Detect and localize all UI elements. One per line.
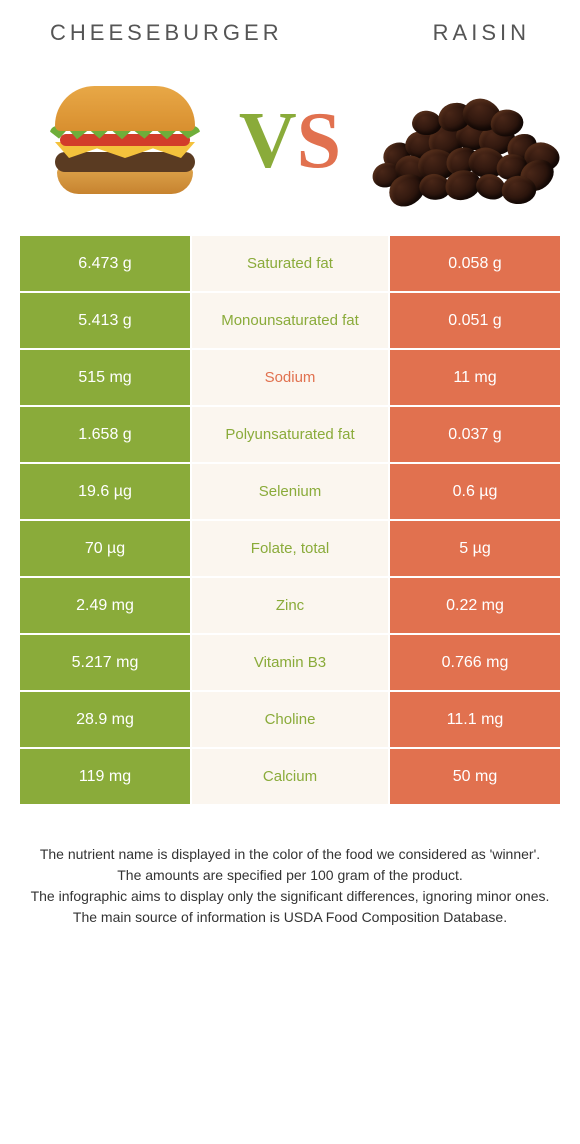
nutrient-name: Selenium — [192, 464, 388, 519]
left-value: 2.49 mg — [20, 578, 190, 633]
footer-notes: The nutrient name is displayed in the co… — [20, 844, 560, 928]
nutrient-name: Choline — [192, 692, 388, 747]
right-value: 11.1 mg — [390, 692, 560, 747]
left-value: 5.217 mg — [20, 635, 190, 690]
nutrient-name: Vitamin B3 — [192, 635, 388, 690]
vs-row: VS — [20, 56, 560, 236]
footer-line: The amounts are specified per 100 gram o… — [30, 865, 550, 886]
left-food-image — [25, 71, 225, 211]
nutrient-name: Zinc — [192, 578, 388, 633]
left-value: 6.473 g — [20, 236, 190, 291]
left-value: 1.658 g — [20, 407, 190, 462]
table-row: 5.413 gMonounsaturated fat0.051 g — [20, 293, 560, 348]
nutrient-name: Saturated fat — [192, 236, 388, 291]
right-value: 0.766 mg — [390, 635, 560, 690]
table-row: 28.9 mgCholine11.1 mg — [20, 692, 560, 747]
left-food-title: Cheeseburger — [50, 20, 283, 46]
table-row: 515 mgSodium11 mg — [20, 350, 560, 405]
raisins-icon — [360, 81, 550, 201]
table-row: 5.217 mgVitamin B30.766 mg — [20, 635, 560, 690]
cheeseburger-icon — [45, 86, 205, 196]
footer-line: The infographic aims to display only the… — [30, 886, 550, 907]
raisin-icon — [490, 109, 523, 136]
vs-label: VS — [239, 96, 341, 187]
right-food-title: Raisin — [433, 20, 530, 46]
vs-s: S — [297, 96, 342, 187]
nutrient-name: Polyunsaturated fat — [192, 407, 388, 462]
right-value: 0.6 µg — [390, 464, 560, 519]
right-value: 0.051 g — [390, 293, 560, 348]
right-value: 0.037 g — [390, 407, 560, 462]
table-row: 119 mgCalcium50 mg — [20, 749, 560, 804]
nutrient-name: Folate, total — [192, 521, 388, 576]
header-row: Cheeseburger Raisin — [20, 20, 560, 56]
footer-line: The nutrient name is displayed in the co… — [30, 844, 550, 865]
nutrient-name: Calcium — [192, 749, 388, 804]
table-row: 2.49 mgZinc0.22 mg — [20, 578, 560, 633]
right-value: 11 mg — [390, 350, 560, 405]
nutrient-name: Monounsaturated fat — [192, 293, 388, 348]
nutrient-name: Sodium — [192, 350, 388, 405]
nutrient-table: 6.473 gSaturated fat0.058 g5.413 gMonoun… — [20, 236, 560, 804]
left-value: 70 µg — [20, 521, 190, 576]
right-value: 0.058 g — [390, 236, 560, 291]
left-value: 5.413 g — [20, 293, 190, 348]
table-row: 70 µgFolate, total5 µg — [20, 521, 560, 576]
table-row: 1.658 gPolyunsaturated fat0.037 g — [20, 407, 560, 462]
left-value: 19.6 µg — [20, 464, 190, 519]
right-value: 5 µg — [390, 521, 560, 576]
left-value: 119 mg — [20, 749, 190, 804]
table-row: 6.473 gSaturated fat0.058 g — [20, 236, 560, 291]
vs-v: V — [239, 96, 297, 187]
left-value: 28.9 mg — [20, 692, 190, 747]
right-food-image — [355, 71, 555, 211]
right-value: 0.22 mg — [390, 578, 560, 633]
left-value: 515 mg — [20, 350, 190, 405]
table-row: 19.6 µgSelenium0.6 µg — [20, 464, 560, 519]
right-value: 50 mg — [390, 749, 560, 804]
footer-line: The main source of information is USDA F… — [30, 907, 550, 928]
